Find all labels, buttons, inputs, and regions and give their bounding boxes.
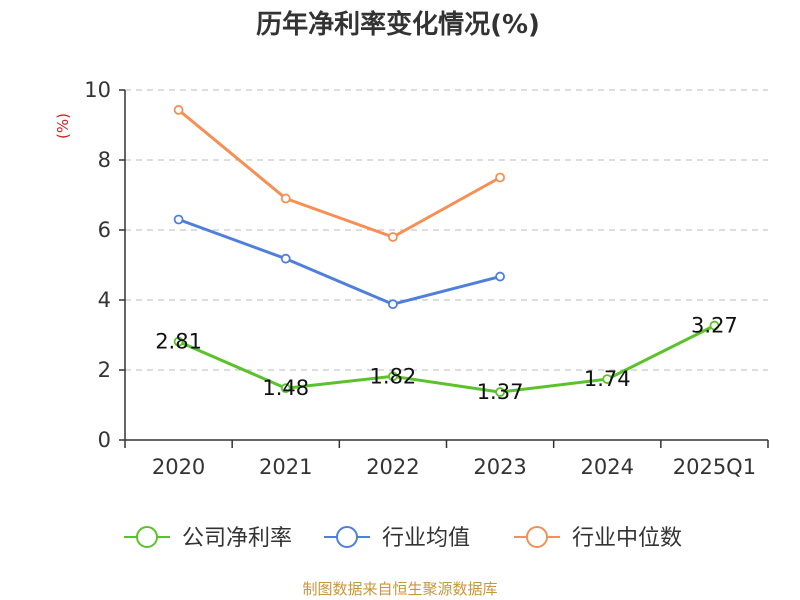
series-line xyxy=(178,218,501,306)
data-point[interactable] xyxy=(173,214,184,225)
data-label: 3.27 xyxy=(691,314,738,338)
series-line xyxy=(178,324,716,394)
axes: 0 2 4 6 8 10 2020 2021 2022 2023 2024 2025Q1 xyxy=(84,78,769,479)
source-note: 制图数据来自恒生聚源数据库 xyxy=(302,580,497,598)
data-point[interactable] xyxy=(388,299,398,310)
data-point[interactable] xyxy=(280,383,291,394)
legend-label: 行业中位数 xyxy=(572,526,682,551)
data-point[interactable] xyxy=(388,232,398,242)
data-point[interactable] xyxy=(602,374,613,385)
data-point[interactable] xyxy=(495,172,505,183)
data-label: 1.74 xyxy=(584,367,631,391)
legend-item[interactable]: 行业均值 xyxy=(324,526,470,551)
y-tick-label: 10 xyxy=(84,78,111,102)
y-tick-label: 8 xyxy=(98,148,111,172)
x-tick-label: 2021 xyxy=(259,455,312,479)
series-0 xyxy=(173,320,720,397)
data-point[interactable] xyxy=(388,371,398,382)
x-tick-label: 2025Q1 xyxy=(673,455,756,479)
data-labels: 2.81 1.48 1.82 1.37 1.74 3.27 xyxy=(155,314,738,405)
x-tick-label: 2024 xyxy=(581,455,634,479)
legend-label: 公司净利率 xyxy=(182,526,292,551)
data-point[interactable] xyxy=(709,320,720,331)
legend-marker-icon xyxy=(526,526,548,548)
y-tick-label: 4 xyxy=(98,288,111,312)
legend-marker-icon xyxy=(336,526,358,548)
data-point[interactable] xyxy=(173,336,184,347)
data-label: 2.81 xyxy=(155,330,202,354)
data-point[interactable] xyxy=(280,253,291,264)
data-point[interactable] xyxy=(495,271,505,282)
data-label: 1.48 xyxy=(262,376,309,400)
y-axis-label: (%) xyxy=(54,113,72,139)
y-tick-label: 0 xyxy=(98,428,111,452)
series-layer xyxy=(173,105,720,397)
data-point[interactable] xyxy=(280,193,291,204)
legend[interactable]: 公司净利率 行业均值 行业中位数 xyxy=(124,526,682,551)
data-label: 1.82 xyxy=(370,364,417,388)
x-tick-label: 2022 xyxy=(366,455,419,479)
x-tick-label: 2020 xyxy=(152,455,205,479)
chart-title: 历年净利率变化情况(%) xyxy=(256,9,540,40)
data-point[interactable] xyxy=(495,387,505,397)
series-2 xyxy=(173,105,505,242)
legend-marker-icon xyxy=(136,526,158,548)
legend-label: 行业均值 xyxy=(382,526,470,551)
data-point[interactable] xyxy=(173,105,184,115)
y-tick-label: 2 xyxy=(98,358,111,382)
data-label: 1.37 xyxy=(477,380,524,404)
x-tick-label: 2023 xyxy=(473,455,526,479)
y-tick-label: 6 xyxy=(98,218,111,242)
legend-item[interactable]: 行业中位数 xyxy=(514,526,682,551)
legend-item[interactable]: 公司净利率 xyxy=(124,526,292,551)
series-1 xyxy=(173,214,505,310)
grid-lines xyxy=(125,89,768,371)
series-line xyxy=(177,108,501,239)
